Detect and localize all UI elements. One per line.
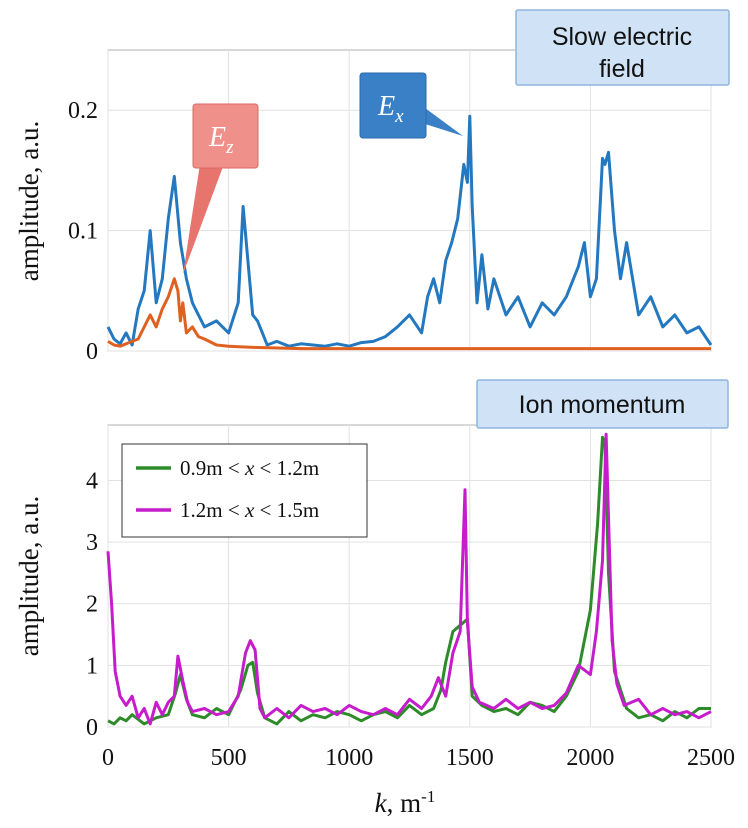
bottom-y-tick-label: 3 [86,530,98,556]
svg-text:Ez: Ez [208,122,234,158]
x-tick-label: 1000 [325,745,373,771]
legend: 0.9m < x < 1.2m 1.2m < x < 1.5m [121,443,368,538]
legend-box [121,443,368,538]
ez-callout-sub: z [225,137,234,158]
bottom-series-1-2m-x-1-5m-line [106,432,712,726]
top-y-ticks: 0 0.1 0.2 [68,98,98,365]
bottom-y-axis-label: amplitude, a.u. [14,496,44,656]
ex-callout-sub: x [394,106,404,127]
top-y-tick-label: 0.2 [68,98,98,124]
svg-text:Ex: Ex [377,91,404,127]
x-axis-label: k, m-1 [375,787,436,818]
top-title-line2: field [599,55,645,83]
top-title-box: Slow electric field [515,9,730,86]
top-y-tick-label: 0 [86,339,98,365]
ex-callout-pointer [425,108,463,136]
bottom-y-tick-label: 2 [86,592,98,618]
bottom-y-ticks: 0 1 2 3 4 [86,468,98,741]
x-tick-label: 2500 [687,745,735,771]
legend-entry-2: 1.2m < x < 1.5m [180,498,319,522]
x-tick-label: 1500 [446,745,494,771]
ez-callout: Ez [183,103,259,274]
ex-callout: Ex [359,72,463,139]
ex-callout-label: E [377,91,395,122]
bottom-y-tick-label: 0 [86,715,98,741]
top-panel: 0 0.1 0.2 amplitude, a.u. Slow electric fi… [14,9,730,365]
ez-callout-box [192,103,259,169]
bottom-series [106,432,712,726]
x-tick-label: 2000 [566,745,614,771]
top-y-tick-label: 0.1 [68,219,98,245]
ez-callout-pointer [183,164,224,274]
bottom-title: Ion momentum [519,391,686,419]
top-title: Slow electric [552,23,692,51]
ex-callout-box [359,72,427,139]
legend-entry-1: 0.9m < x < 1.2m [180,456,319,480]
bottom-title-box: Ion momentum [476,379,729,429]
x-tick-label: 0 [102,745,114,771]
bottom-panel: 0 1 2 3 4 0 500 1000 1500 2000 2500 amplitude, a.… [14,379,735,818]
bottom-x-ticks: 0 500 1000 1500 2000 2500 [102,745,735,771]
top-y-axis-label: amplitude, a.u. [14,121,44,281]
top-series-ez-line [107,277,711,351]
ez-callout-label: E [208,122,226,153]
top-series-ex-line [106,114,713,348]
bottom-y-tick-label: 4 [86,468,98,494]
bottom-y-tick-label: 1 [86,653,98,679]
x-tick-label: 500 [211,745,247,771]
top-series [106,114,713,351]
